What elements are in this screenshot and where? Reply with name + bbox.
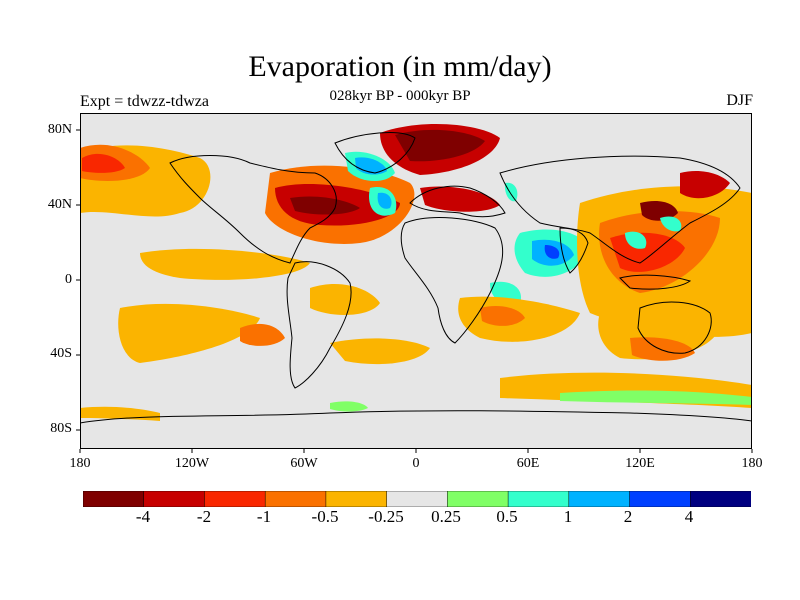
anomaly-region	[504, 182, 518, 202]
evaporation-anomaly-fields	[80, 123, 752, 421]
colorbar-label: -2	[196, 507, 212, 526]
anomaly-region	[290, 196, 360, 215]
anomaly-region	[660, 216, 682, 232]
coastline-south-america	[286, 261, 352, 389]
experiment-label: Expt = tdwzz-tdwza	[80, 93, 209, 110]
season-label: DJF	[726, 92, 753, 109]
longitude-label: 120E	[625, 456, 655, 471]
anomaly-region	[544, 245, 560, 259]
anomaly-region	[625, 231, 647, 249]
anomaly-region	[480, 306, 525, 326]
colorbar-label: -0.25	[368, 507, 404, 526]
longitude-label: 120W	[174, 456, 210, 471]
anomaly-region	[377, 192, 392, 209]
colorbar-swatch	[386, 491, 449, 507]
latitude-label: 0	[65, 272, 72, 287]
latitude-label: 40N	[47, 197, 72, 212]
map-border	[80, 113, 752, 449]
colorbar-label: 1	[563, 507, 573, 526]
colorbar-swatch	[204, 491, 266, 507]
anomaly-region	[680, 171, 730, 199]
anomaly-region	[560, 390, 752, 405]
map-panel	[80, 113, 752, 449]
longitude-label: 0	[412, 456, 420, 471]
colorbar-label: 0.5	[496, 507, 518, 526]
longitude-label: 180	[741, 456, 763, 471]
anomaly-region	[140, 248, 310, 280]
longitude-label: 60W	[290, 456, 318, 471]
colorbar-swatch	[690, 491, 751, 507]
colorbar-swatch	[143, 491, 206, 507]
colorbar-swatch	[568, 491, 631, 507]
map-subtitle: 028kyr BP - 000kyr BP	[329, 88, 471, 104]
latitude-label: 80S	[50, 421, 72, 436]
anomaly-region	[330, 338, 430, 365]
colorbar-swatch	[629, 491, 692, 507]
anomaly-region	[640, 201, 678, 221]
colorbar-label: -4	[135, 507, 151, 526]
colorbar-label: 4	[684, 507, 694, 526]
coastline-australia	[637, 301, 712, 354]
latitude-label: 40S	[50, 346, 72, 361]
colorbar-swatch	[83, 491, 145, 507]
colorbar-swatch	[325, 491, 388, 507]
coastline-greenland	[334, 132, 416, 174]
coastline-north-america	[169, 155, 337, 264]
colorbar-swatch	[507, 491, 570, 507]
anomaly-region	[420, 186, 500, 212]
anomaly-region	[82, 153, 125, 173]
longitude-label: 60E	[516, 456, 540, 471]
map-title: Evaporation (in mm/day)	[248, 50, 552, 83]
colorbar	[83, 491, 751, 507]
longitude-label: 180	[69, 456, 91, 471]
coastline-europe	[409, 185, 506, 218]
coastline-asia	[499, 155, 741, 264]
colorbar-swatch	[264, 491, 327, 507]
colorbar-label: -1	[256, 507, 272, 526]
latitude-label: 80N	[47, 122, 72, 137]
anomaly-region	[630, 337, 695, 361]
coastline-antarctica	[80, 410, 752, 424]
anomaly-region	[310, 283, 380, 315]
coastline-india	[559, 227, 589, 274]
coastlines	[80, 132, 752, 424]
colorbar-label: 0.25	[431, 507, 461, 526]
colorbar-label: 2	[623, 507, 633, 526]
coastline-africa	[400, 217, 504, 344]
anomaly-region	[330, 401, 368, 412]
colorbar-swatch	[447, 491, 509, 507]
anomaly-region	[118, 303, 261, 363]
coastline-indonesia	[619, 274, 692, 290]
colorbar-label: -0.5	[311, 507, 339, 526]
anomaly-region	[240, 323, 285, 346]
anomaly-region	[395, 129, 485, 162]
